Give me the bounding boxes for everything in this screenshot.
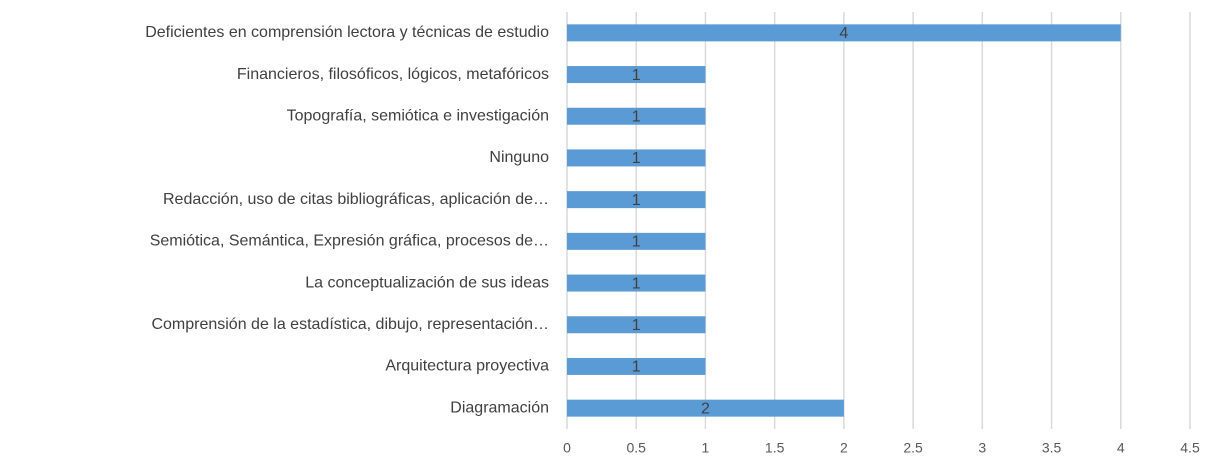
y-tick-label: Financieros, filosóficos, lógicos, metaf… — [237, 66, 549, 83]
y-tick-label: Deficientes en comprensión lectora y téc… — [145, 24, 549, 41]
x-tick-label: 4.5 — [1180, 440, 1200, 456]
bar — [567, 24, 1121, 42]
y-tick-label: La conceptualización de sus ideas — [305, 274, 549, 291]
x-tick-label: 4 — [1117, 440, 1125, 456]
x-tick-label: 2.5 — [903, 440, 923, 456]
data-label: 1 — [632, 67, 641, 84]
bar — [567, 232, 706, 250]
data-label: 1 — [632, 317, 641, 334]
y-tick-label: Comprensión de la estadística, dibujo, r… — [151, 316, 549, 333]
bar — [567, 149, 706, 167]
x-tick-label: 2 — [840, 440, 848, 456]
data-label: 4 — [839, 25, 848, 42]
x-tick-label: 3.5 — [1042, 440, 1062, 456]
bar — [567, 399, 844, 417]
bar — [567, 316, 706, 334]
y-tick-label: Ninguno — [489, 149, 549, 166]
data-label: 1 — [632, 108, 641, 125]
x-tick-label: 1.5 — [765, 440, 785, 456]
x-tick-label: 0 — [563, 440, 571, 456]
bar — [567, 66, 706, 84]
bar — [567, 357, 706, 375]
y-tick-label: Arquitectura proyectiva — [385, 358, 549, 375]
bar — [567, 274, 706, 292]
y-tick-label: Topografía, semiótica e investigación — [287, 107, 549, 124]
data-label: 2 — [701, 400, 710, 417]
y-tick-label: Semiótica, Semántica, Expresión gráfica,… — [150, 233, 549, 250]
bar — [567, 191, 706, 209]
x-tick-label: 1 — [702, 440, 710, 456]
data-label: 1 — [632, 275, 641, 292]
data-label: 1 — [632, 234, 641, 251]
y-tick-label: Redacción, uso de citas bibliográficas, … — [163, 191, 549, 208]
y-tick-label: Diagramación — [450, 399, 549, 416]
data-label: 1 — [632, 150, 641, 167]
bar — [567, 107, 706, 125]
x-tick-label: 0.5 — [626, 440, 646, 456]
x-tick-label: 3 — [978, 440, 986, 456]
data-label: 1 — [632, 192, 641, 209]
data-label: 1 — [632, 359, 641, 376]
